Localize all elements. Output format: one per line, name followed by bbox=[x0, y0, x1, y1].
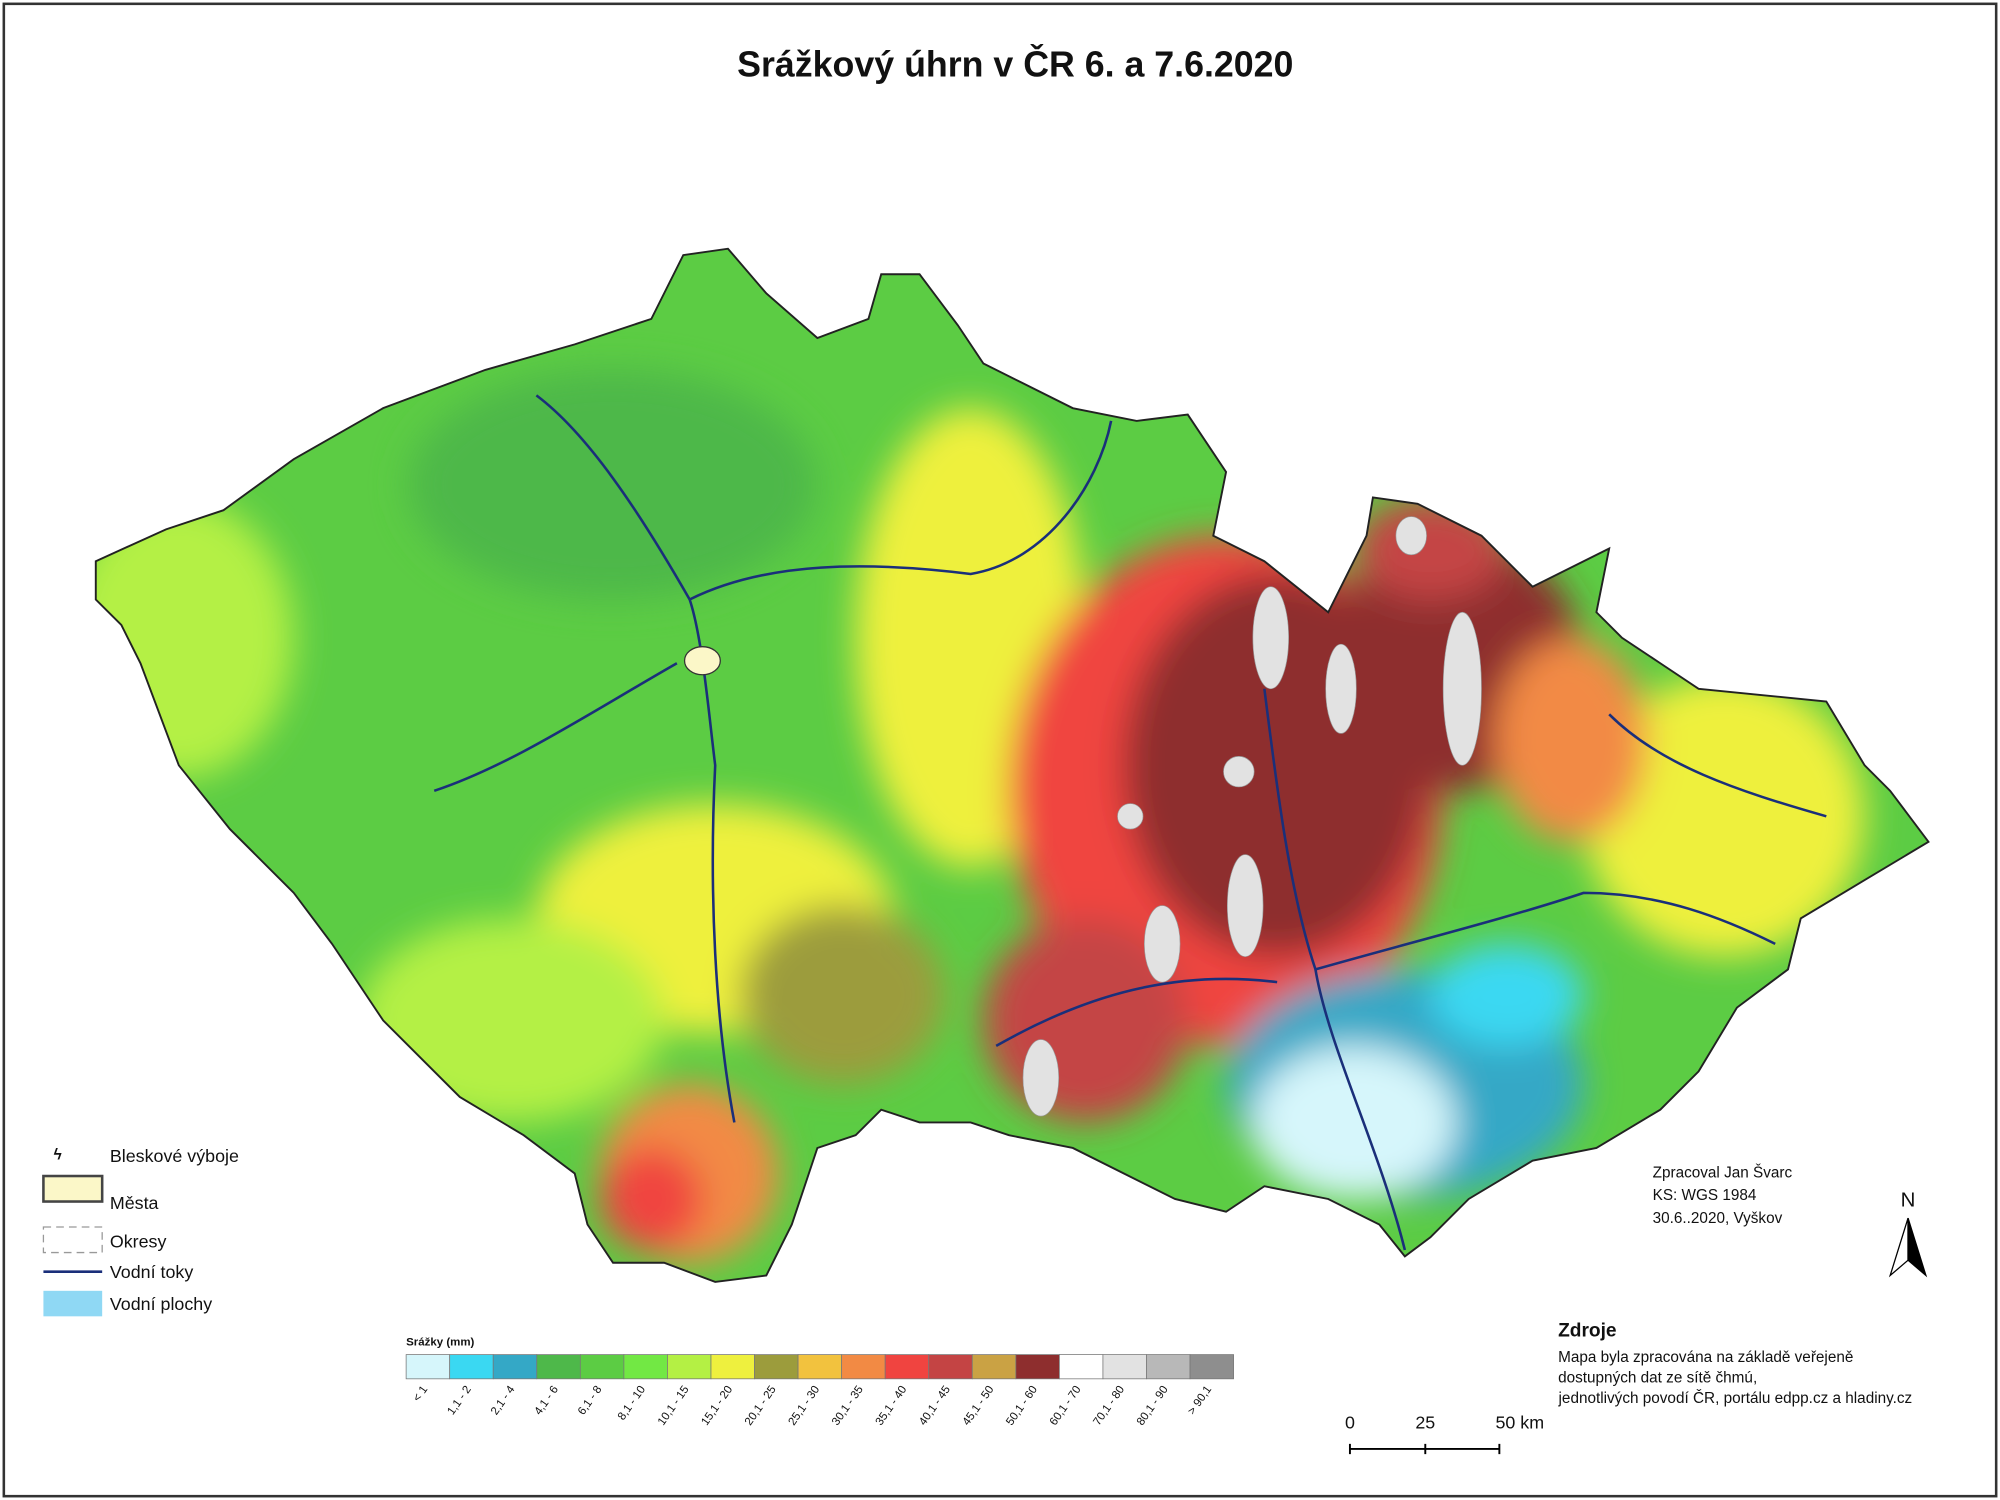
legend-label: Okresy bbox=[110, 1231, 167, 1251]
city-praha bbox=[683, 646, 721, 676]
sources-heading: Zdroje bbox=[1558, 1321, 1616, 1342]
scale-bar-label: 50 km bbox=[1495, 1413, 1544, 1433]
scale-swatch bbox=[754, 1354, 799, 1380]
scale-swatch bbox=[710, 1354, 755, 1380]
scale-swatch bbox=[841, 1354, 886, 1380]
scale-bar: 0 25 50 km bbox=[1345, 1413, 1544, 1455]
north-arrow: N bbox=[1888, 1190, 1928, 1278]
scale-swatch bbox=[623, 1354, 668, 1380]
scale-swatch bbox=[492, 1354, 538, 1380]
scale-title: Srážky (mm) bbox=[406, 1337, 474, 1349]
scale-swatch bbox=[667, 1354, 712, 1380]
rivers bbox=[433, 394, 1827, 1251]
scale-bar-label: 0 bbox=[1345, 1413, 1355, 1433]
scale-swatch bbox=[536, 1354, 581, 1380]
sources-line: dostupných dat ze sítě čhmú, bbox=[1558, 1370, 1757, 1387]
credit-line: 30.6..2020, Vyškov bbox=[1653, 1210, 1783, 1227]
legend-label: Vodní plochy bbox=[110, 1294, 212, 1314]
sources: Zdroje Mapa byla zpracována na základě v… bbox=[1554, 1321, 1912, 1407]
credit-line: KS: WGS 1984 bbox=[1653, 1187, 1757, 1204]
scale-swatch bbox=[797, 1354, 843, 1380]
legend-swatch-districts bbox=[42, 1226, 103, 1254]
legend-swatch-lakes bbox=[43, 1290, 103, 1317]
sources-line: jednotlivých povodí ČR, portálu edpp.cz … bbox=[1554, 1390, 1912, 1407]
credit-line: Zpracoval Jan Švarc bbox=[1653, 1164, 1793, 1181]
layers-legend: ϟ Bleskové výboje Města Okresy Vodní tok… bbox=[42, 1146, 239, 1317]
lightning-icon: ϟ bbox=[54, 1146, 62, 1163]
scale-swatch bbox=[1059, 1354, 1104, 1380]
north-label: N bbox=[1901, 1190, 1916, 1212]
legend-swatch-cities bbox=[42, 1174, 104, 1203]
scale-swatch bbox=[1102, 1354, 1147, 1380]
title: Srážkový úhrn v ČR 6. a 7.6.2020 bbox=[737, 45, 1293, 85]
scale-swatch bbox=[1146, 1354, 1191, 1380]
credits: Zpracoval Jan Švarc KS: WGS 1984 30.6..2… bbox=[1653, 1164, 1793, 1227]
scale-swatch bbox=[928, 1354, 973, 1380]
scale-swatch bbox=[884, 1354, 930, 1380]
scale-swatch bbox=[1189, 1354, 1234, 1380]
scale-swatch bbox=[405, 1354, 451, 1380]
scale-swatch bbox=[971, 1354, 1017, 1380]
legend-label: Města bbox=[110, 1193, 159, 1213]
legend-label: Bleskové výboje bbox=[110, 1146, 239, 1166]
scale-bar-label: 25 bbox=[1415, 1413, 1435, 1433]
scale-swatch bbox=[449, 1354, 494, 1380]
sources-line: Mapa byla zpracována na základě veřejeně bbox=[1558, 1349, 1853, 1366]
legend-label: Vodní toky bbox=[110, 1262, 194, 1282]
scale-swatch bbox=[579, 1354, 625, 1380]
scale-swatch bbox=[1015, 1354, 1060, 1380]
